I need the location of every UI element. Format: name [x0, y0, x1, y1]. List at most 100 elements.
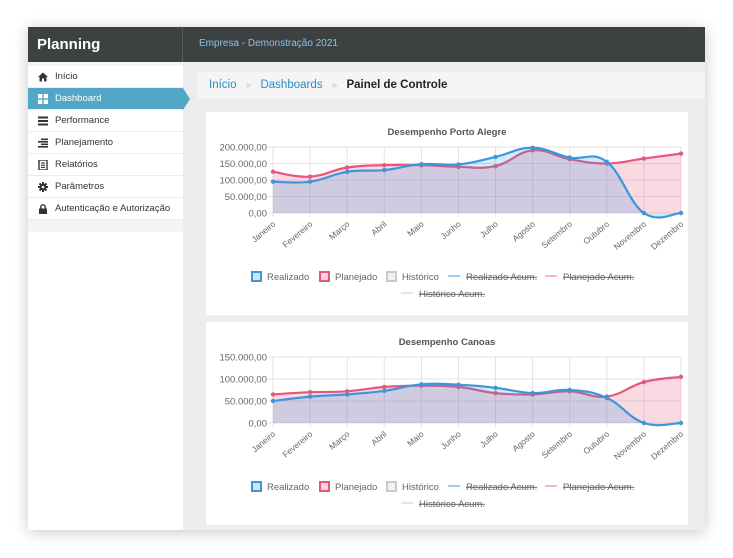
home-icon [38, 72, 48, 82]
data-point [641, 379, 647, 385]
gear-icon [38, 182, 48, 192]
y-tick-label: 0,00 [249, 419, 268, 430]
data-point [641, 210, 647, 216]
data-point [344, 392, 350, 397]
y-tick-label: 150.000,00 [219, 159, 267, 170]
legend-label: Realizado Acum. [466, 482, 537, 493]
data-point [344, 169, 350, 174]
x-tick-label: Fevereiro [280, 219, 314, 250]
x-tick-label: Junho [439, 219, 463, 242]
data-point [456, 382, 461, 387]
data-point [382, 388, 387, 394]
x-tick-label: Maio [405, 219, 426, 239]
data-point [270, 169, 276, 174]
data-point [493, 163, 498, 169]
sidebar-item-label: Início [55, 71, 78, 82]
sidebar: Início Dashboard Performance Planejament… [28, 62, 190, 530]
sidebar-item-label: Performance [55, 115, 110, 126]
sidebar-item-label: Planejamento [55, 137, 114, 148]
report-icon [38, 160, 48, 170]
series-line [272, 375, 682, 399]
sidebar-item-inicio[interactable]: Início [28, 66, 183, 88]
x-tick-label: Agosto [510, 219, 537, 244]
chart-canoas: Desempenho Canoas 150.000,00 100.000,00 50.… [219, 337, 686, 510]
data-point [530, 145, 535, 150]
sidebar-item-relatorios[interactable]: Relatórios [28, 154, 183, 176]
legend-label: Histórico Acum. [419, 499, 485, 510]
x-tick-label: Julho [478, 219, 500, 240]
x-tick-label: Abril [369, 219, 389, 238]
app-window: Planning Empresa - Demonstração 2021 Iní… [28, 27, 705, 530]
x-tick-label: Dezembro [649, 219, 686, 252]
sidebar-item-performance[interactable]: Performance [28, 110, 183, 132]
legend-label: Realizado Acum. [466, 272, 537, 283]
data-point [493, 385, 498, 390]
data-point [604, 395, 610, 401]
x-tick-label: Novembro [612, 219, 649, 252]
data-point [678, 151, 684, 156]
legend-label: Planejado [335, 482, 377, 493]
data-point [641, 420, 647, 426]
data-point [270, 398, 276, 404]
x-tick-label: Janeiro [249, 429, 277, 455]
x-tick-label: Setembro [539, 429, 574, 461]
x-tick-label: Fevereiro [280, 429, 314, 460]
legend-label: Planejado Acum. [563, 482, 634, 493]
data-point [419, 382, 424, 387]
x-tick-label: Maio [405, 429, 426, 449]
top-bar: Planning Empresa - Demonstração 2021 [28, 27, 705, 62]
legend-swatch [251, 481, 262, 492]
legend-label: Histórico [402, 482, 439, 493]
x-tick-label: Dezembro [649, 429, 686, 462]
breadcrumb-current: Painel de Controle [346, 79, 448, 91]
data-point [678, 210, 684, 216]
legend-label: Planejado [335, 272, 377, 283]
grid-icon [38, 94, 48, 104]
y-tick-label: 50.000,00 [225, 397, 267, 408]
breadcrumb: Início » Dashboards » Painel de Controle [198, 72, 705, 99]
legend-swatch [386, 481, 397, 492]
breadcrumb-link-dashboards[interactable]: Dashboards [260, 79, 323, 91]
y-tick-label: 150.000,00 [219, 353, 267, 364]
sidebar-empty-area [28, 232, 183, 530]
data-point [456, 162, 461, 167]
sidebar-item-parametros[interactable]: Parâmetros [28, 176, 183, 198]
x-tick-label: Agosto [510, 429, 537, 454]
legend-swatch [251, 271, 262, 282]
sidebar-item-label: Autenticação e Autorização [55, 203, 171, 214]
breadcrumb-separator-icon: » [331, 80, 338, 91]
sidebar-item-label: Relatórios [55, 159, 98, 170]
series-line [272, 382, 682, 427]
data-point [419, 161, 424, 167]
x-tick-label: Outubro [581, 219, 611, 247]
x-tick-label: Janeiro [249, 219, 277, 245]
legend-swatch [386, 271, 397, 282]
company-name[interactable]: Empresa - Demonstração 2021 [199, 38, 338, 49]
legend-label: Planejado Acum. [563, 272, 634, 283]
data-point [270, 179, 276, 184]
sidebar-item-planejamento[interactable]: Planejamento [28, 132, 183, 154]
x-tick-label: Março [327, 429, 352, 452]
breadcrumb-separator-icon: » [245, 80, 252, 91]
y-tick-label: 100.000,00 [219, 176, 267, 187]
chart-title: Desempenho Canoas [399, 337, 496, 348]
x-tick-label: Julho [478, 429, 500, 450]
x-tick-label: Março [327, 219, 352, 242]
sidebar-item-autenticacao[interactable]: Autenticação e Autorização [28, 198, 183, 220]
sidebar-item-dashboard[interactable]: Dashboard [28, 88, 190, 110]
list-icon [38, 138, 48, 148]
series-area [273, 383, 681, 426]
breadcrumb-link-inicio[interactable]: Início [209, 79, 237, 91]
legend-swatch [319, 481, 330, 492]
y-tick-label: 50.000,00 [225, 192, 267, 203]
legend-label: Histórico [402, 272, 439, 283]
series-area [273, 147, 681, 218]
data-point [270, 392, 276, 397]
data-point [493, 390, 498, 396]
chart-porto-alegre: Desempenho Porto Alegre 200.000,00 150.000… [219, 127, 686, 300]
x-tick-label: Outubro [581, 429, 611, 457]
y-tick-label: 200.000,00 [219, 143, 267, 154]
app-title[interactable]: Planning [28, 27, 183, 62]
x-tick-label: Setembro [539, 219, 574, 251]
chart-title: Desempenho Porto Alegre [388, 127, 507, 138]
